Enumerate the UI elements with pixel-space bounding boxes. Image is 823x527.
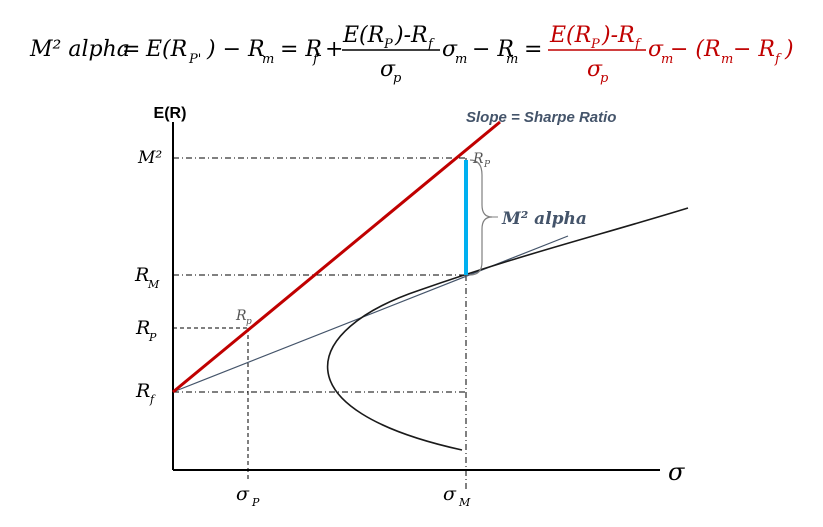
y-axis-label: E(R) [154,105,187,122]
formula-tail-close: ) [784,37,794,62]
point-rp-label: R [235,308,247,324]
formula-eq-sign-1: = [122,37,140,62]
formula-sigma-m: σ [442,37,458,62]
frac1-numerator-end: )-R [394,23,428,48]
frac2-numerator-rf-sub: f [634,37,642,52]
efficient-frontier [326,207,689,451]
xtick-sigma-p-sub: P [251,496,260,509]
m2-alpha-brace [469,159,493,276]
formula-eq-rf: = R [280,37,322,62]
ytick-rp: R [135,317,150,339]
formula-minus-rm-2: − R [472,37,514,62]
portfolio-sharpe-line [172,120,501,394]
xtick-sigma-m: σ [443,483,457,505]
formula-rf-sub: f [312,52,320,67]
xtick-sigma-p: σ [236,483,250,505]
point-rp-top-label-sub: P [483,160,491,170]
point-rp-label-sub: p [246,317,252,327]
frac1-numerator-sub: P [383,37,393,52]
point-rp-top-label: R [472,151,484,167]
frac1-numerator-rf-sub: f [427,37,435,52]
formula-tail-rest: − (R [670,37,721,62]
capital-allocation-line [172,235,569,393]
ytick-rm: R [134,264,149,286]
formula-erp-prime: E(R [145,37,187,62]
formula-rm-sub: m [262,52,274,67]
formula-lhs: M² alpha [29,37,130,62]
xtick-sigma-m-sub: M [458,496,471,509]
m2-alpha-formula: M² alpha = E(R P' ) − R m = R f + E(R P … [29,23,794,86]
frac1-numerator: E(R [342,23,384,48]
m2-alpha-label: M² alpha [501,209,587,229]
formula-sigma-m-sub: m [455,52,467,67]
frac2-denominator-sub: p [600,71,609,86]
frac2-numerator-end: )-R [601,23,635,48]
formula-tail-rf-sub: f [774,52,782,67]
ytick-m2: M² [137,148,162,168]
formula-plus: + [325,37,343,62]
ytick-rm-sub: M [147,278,160,291]
formula-tail-sigma: σ [648,37,664,62]
frac1-denominator-sub: p [393,71,402,86]
frac2-numerator: E(R [549,23,591,48]
slope-label: Slope = Sharpe Ratio [466,109,616,126]
frac2-numerator-sub: P [590,37,600,52]
formula-erp-prime-sub: P' [188,52,201,67]
formula-tail-rm-sub: m [721,52,733,67]
formula-rm-sub-2: m [506,52,518,67]
ytick-rf: R [135,380,150,402]
frac1-denominator: σ [380,57,396,82]
x-axis-label: σ [668,458,685,486]
formula-tail-mid: − R [733,37,775,62]
formula-minus-rm: ) − R [206,37,265,62]
formula-eq-sign-3: = [524,37,542,62]
formula-tail-sigma-sub: m [661,52,673,67]
frac2-denominator: σ [587,57,603,82]
ytick-rf-sub: f [149,393,156,406]
ytick-rp-sub: P [148,331,157,344]
